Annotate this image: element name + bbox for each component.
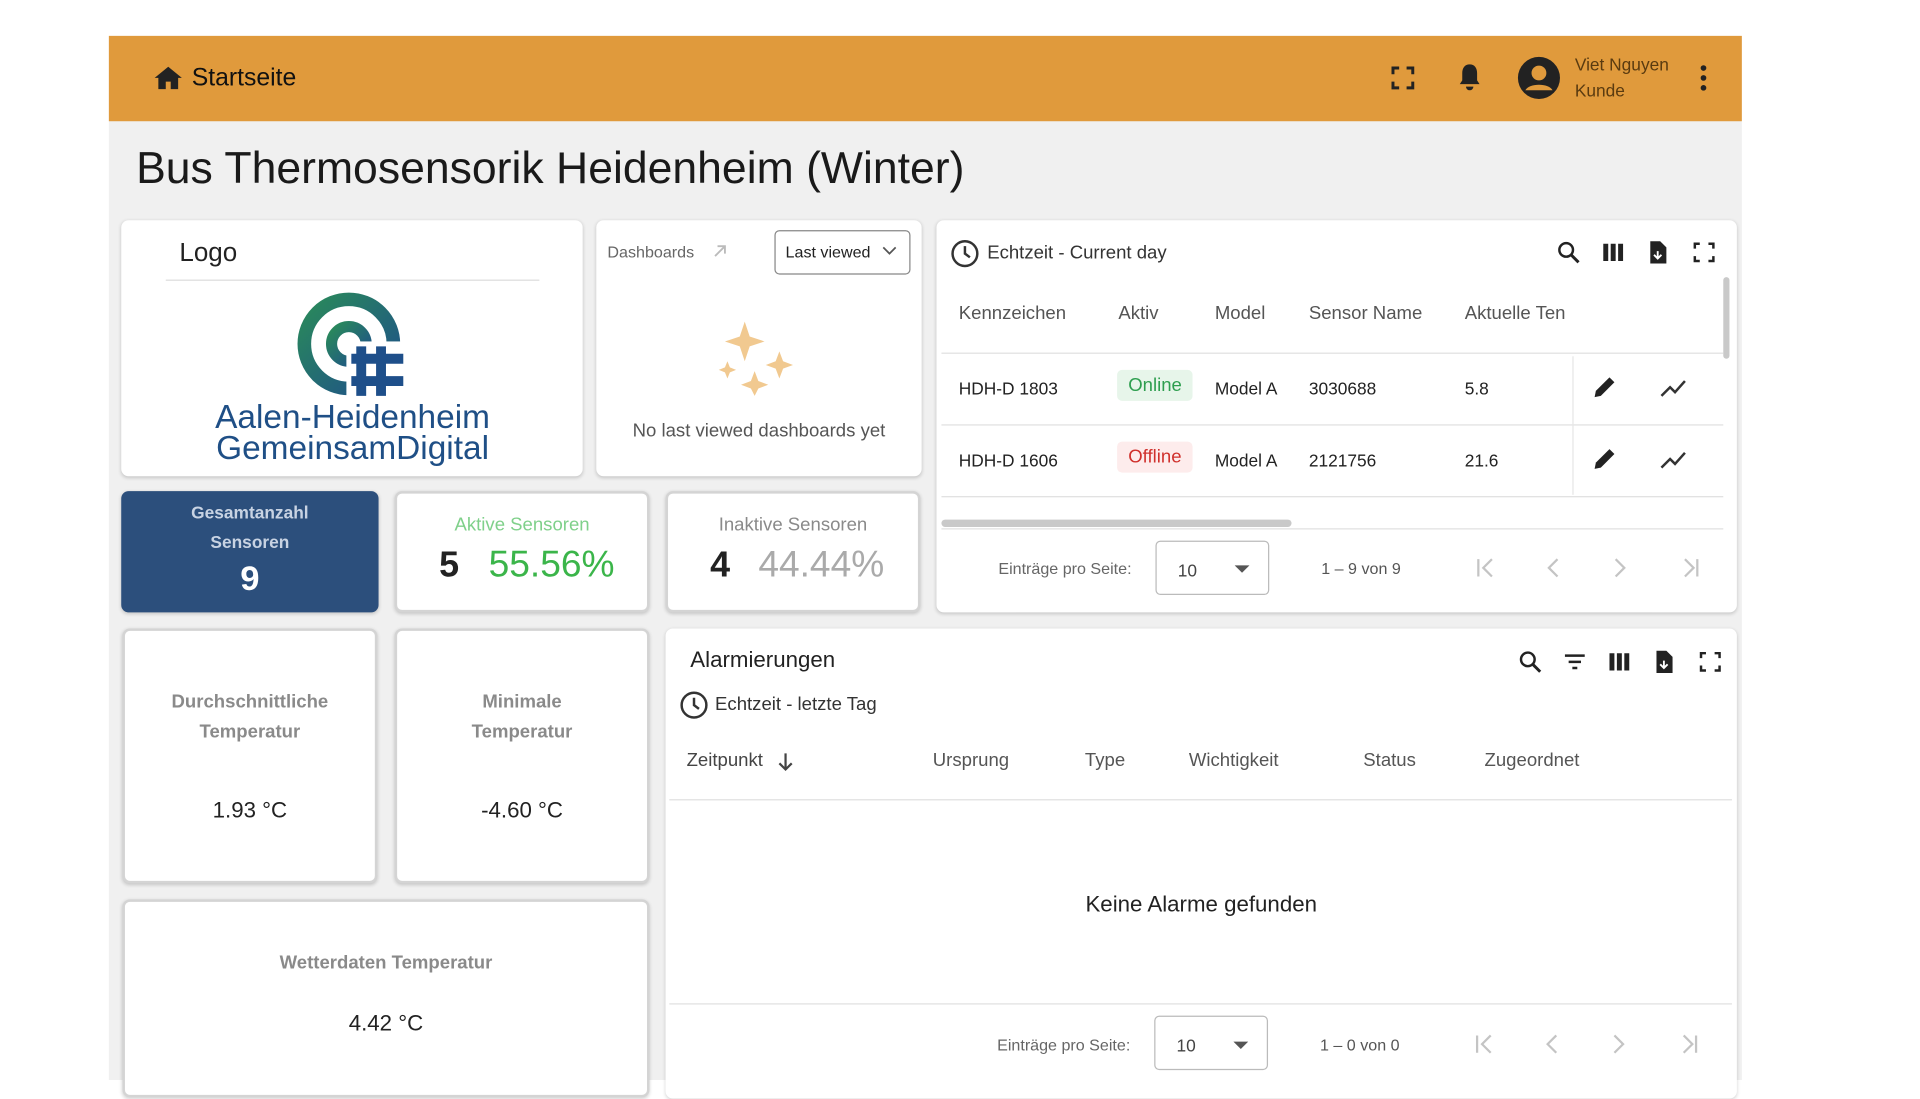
- column-header[interactable]: Kennzeichen: [958, 303, 1067, 325]
- dashboards-card: [596, 220, 922, 477]
- row-divider: [941, 352, 1724, 354]
- page-range: 1 – 9 von 9: [1321, 559, 1401, 578]
- alarms-card: [665, 628, 1737, 1099]
- user-role: Kunde: [1574, 80, 1625, 101]
- logo-card-title: Logo: [179, 238, 238, 268]
- column-header[interactable]: Aktiv: [1118, 303, 1159, 325]
- stat-count: 5: [439, 545, 460, 586]
- stat-label: Wetterdaten Temperatur: [279, 952, 493, 974]
- clock-icon: [951, 239, 979, 268]
- alarms-title: Alarmierungen: [690, 647, 836, 672]
- breadcrumb[interactable]: Startseite: [191, 64, 297, 92]
- stat-count: 4: [710, 545, 731, 586]
- stat-percent: 44.44%: [758, 544, 885, 586]
- page-size-select[interactable]: 10: [1155, 540, 1270, 596]
- page-size-select[interactable]: 10: [1154, 1015, 1269, 1071]
- empty-message: Keine Alarme gefunden: [1085, 891, 1317, 917]
- alarms-subtitle: Echtzeit - letzte Tag: [715, 694, 877, 716]
- pagination[interactable]: [1475, 557, 1700, 579]
- divider: [941, 528, 1724, 530]
- logo-mark: [297, 292, 409, 399]
- scrollbar[interactable]: [1723, 277, 1730, 359]
- h-scrollbar[interactable]: [941, 519, 1292, 528]
- avatar[interactable]: [1517, 56, 1562, 101]
- dropdown-arrow: [1234, 565, 1250, 573]
- stat-value: 1.93 °C: [212, 797, 288, 823]
- cell: Model A: [1214, 450, 1278, 471]
- bell-icon[interactable]: [1456, 62, 1483, 92]
- open-icon[interactable]: [713, 244, 728, 259]
- row-divider: [941, 496, 1724, 498]
- dashboards-title[interactable]: Dashboards: [607, 242, 695, 262]
- stat-value: 4.42 °C: [348, 1010, 424, 1036]
- status-badge: Offline: [1117, 441, 1193, 473]
- stat-label: Aktive Sensoren: [454, 514, 590, 536]
- stat-label: Durchschnittliche Temperatur: [171, 691, 329, 743]
- column-header[interactable]: Sensor Name: [1308, 303, 1423, 325]
- dropdown-arrow: [1233, 1041, 1249, 1050]
- empty-message: No last viewed dashboards yet: [632, 420, 886, 442]
- stat-label: Gesamtanzahl Sensoren: [191, 502, 309, 552]
- cell: 3030688: [1308, 378, 1377, 399]
- cell: HDH-D 1803: [958, 378, 1058, 399]
- cell: Model A: [1214, 378, 1278, 399]
- home-icon[interactable]: [153, 64, 183, 91]
- column-header[interactable]: Zugeordnet: [1484, 749, 1580, 771]
- column-header[interactable]: Aktuelle Ten: [1464, 303, 1566, 325]
- logo-line: GemeinsamDigital: [216, 429, 490, 467]
- column-header[interactable]: Type: [1084, 749, 1126, 771]
- menu-icon[interactable]: [1695, 64, 1712, 91]
- clock-icon: [680, 691, 708, 719]
- cell: 21.6: [1464, 450, 1499, 471]
- column-header[interactable]: Wichtigkeit: [1188, 749, 1279, 771]
- stat-value: -4.60 °C: [481, 797, 564, 823]
- sticky-column-edge: [1572, 356, 1574, 495]
- inactive-card: [665, 491, 921, 613]
- divider: [165, 279, 540, 281]
- table-toolbar[interactable]: [1556, 240, 1724, 265]
- column-header[interactable]: Ursprung: [932, 749, 1010, 771]
- logo-line: Aalen-Heidenheim: [215, 398, 490, 436]
- top-bar: [108, 35, 1742, 122]
- weather-card: [122, 899, 650, 1098]
- row-actions[interactable]: [1591, 374, 1690, 478]
- filter-select[interactable]: [774, 230, 911, 275]
- active-card: [394, 491, 650, 613]
- page-title: Bus Thermosensorik Heidenheim (Winter): [136, 142, 965, 193]
- user-name: Viet Nguyen: [1574, 54, 1669, 75]
- page-size-label: Einträge pro Seite:: [997, 1035, 1131, 1055]
- sparkle-icon: [718, 321, 793, 396]
- divider: [669, 1003, 1732, 1005]
- row-divider: [941, 424, 1724, 426]
- status-badge: Online: [1117, 369, 1194, 401]
- column-header[interactable]: Model: [1214, 303, 1266, 325]
- page-range: 1 – 0 von 0: [1319, 1035, 1400, 1055]
- avg-temp-card: [122, 628, 378, 884]
- total-card: [121, 491, 379, 613]
- min-temp-card: [394, 628, 650, 884]
- stat-label: Inaktive Sensoren: [718, 514, 868, 536]
- divider: [669, 799, 1732, 801]
- filter-value[interactable]: Last viewed: [785, 242, 871, 262]
- stat-value: 9: [240, 559, 260, 598]
- cell: 2121756: [1308, 450, 1377, 471]
- column-header[interactable]: Zeitpunkt: [686, 749, 763, 771]
- column-header[interactable]: Status: [1363, 749, 1416, 771]
- alarms-toolbar[interactable]: [1518, 649, 1726, 674]
- sensor-table-card: [936, 220, 1737, 613]
- stat-label: Minimale Temperatur: [471, 691, 573, 743]
- cell: HDH-D 1606: [958, 450, 1058, 471]
- sort-arrow[interactable]: [777, 752, 794, 772]
- stat-percent: 55.56%: [488, 544, 615, 586]
- cell: 5.8: [1464, 378, 1489, 399]
- table-title: Echtzeit - Current day: [987, 242, 1167, 264]
- page-size-label: Einträge pro Seite:: [998, 559, 1132, 578]
- pagination[interactable]: [1473, 1033, 1698, 1055]
- fullscreen-icon[interactable]: [1391, 66, 1416, 91]
- chevron: [882, 246, 897, 255]
